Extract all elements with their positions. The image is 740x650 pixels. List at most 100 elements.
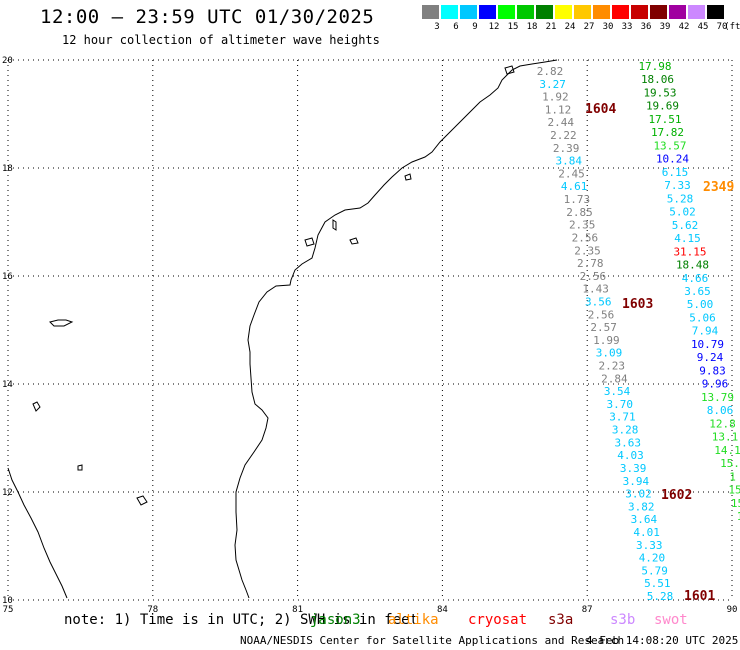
scale-label: 18 xyxy=(526,22,538,32)
swh-value-label: 2.82 xyxy=(537,65,564,78)
swh-value-label: 4.01 xyxy=(633,526,660,539)
pass-id-label: 1602 xyxy=(661,488,692,503)
island-small-3 xyxy=(136,495,148,506)
swh-value-label: 1.73 xyxy=(564,193,591,206)
map-title: 12:00 – 23:59 UTC 01/30/2025 xyxy=(40,6,375,28)
swh-value-label: 5.28 xyxy=(647,590,674,603)
swh-value-label: 10.79 xyxy=(691,338,724,351)
swh-value-label: 1 xyxy=(729,470,736,483)
pass-id-label: 2349 xyxy=(703,180,734,195)
swh-value-label: 2.45 xyxy=(558,167,585,180)
scale-label: 30 xyxy=(602,22,614,32)
satellite-legend-item: swot xyxy=(654,612,688,628)
swh-value-label: 31.15 xyxy=(673,245,706,258)
swh-value-label: 4.66 xyxy=(682,272,709,285)
scale-swatch xyxy=(555,5,572,19)
island-small-6 xyxy=(332,219,337,231)
altimeter-track-west: 2.823.271.921.122.442.222.393.842.454.61… xyxy=(537,65,674,603)
scale-swatch xyxy=(631,5,648,19)
scale-label: 36 xyxy=(640,22,652,32)
swh-value-label: 3.71 xyxy=(609,411,636,424)
swh-value-label: 19.53 xyxy=(643,86,676,99)
pass-id-label: 1604 xyxy=(585,102,616,117)
scale-swatch xyxy=(669,5,686,19)
swh-value-label: 3.64 xyxy=(631,513,658,526)
island-small-5 xyxy=(304,237,315,247)
scale-label: 21 xyxy=(545,22,557,32)
scale-swatch xyxy=(479,5,496,19)
scale-swatch xyxy=(707,5,724,19)
lat-tick-label: 10 xyxy=(2,596,13,606)
swh-value-label: 6.15 xyxy=(662,166,689,179)
swh-value-label: 18.48 xyxy=(676,259,709,272)
scale-label: 24 xyxy=(564,22,576,32)
coastline xyxy=(7,59,558,599)
swh-value-label: 2.39 xyxy=(553,142,580,155)
swh-value-label: 13.57 xyxy=(653,139,686,152)
scale-swatch xyxy=(612,5,629,19)
satellite-legend-item: jason3 xyxy=(310,612,361,628)
coastline-india-east xyxy=(234,59,558,599)
swh-value-label: 3.27 xyxy=(539,78,566,91)
swh-value-label: 3.33 xyxy=(636,539,663,552)
pass-labels: 1604 2349 1603 1602 1601 xyxy=(585,102,734,604)
scale-unit: (ft) xyxy=(724,22,740,32)
scale-label: 3 xyxy=(434,22,440,32)
swh-value-label: 2.56 xyxy=(580,270,607,283)
swh-value-label: 13.79 xyxy=(701,391,734,404)
scale-label: 6 xyxy=(453,22,459,32)
swh-value-label: 5.28 xyxy=(667,192,694,205)
axis-tick-labels: 75 78 81 84 87 90 20 18 16 14 12 10 xyxy=(2,56,737,615)
scale-label: 39 xyxy=(659,22,671,32)
swh-value-label: 5.02 xyxy=(669,206,696,219)
scale-swatch xyxy=(517,5,534,19)
scale-label: 33 xyxy=(621,22,633,32)
lon-tick-label: 90 xyxy=(727,605,738,615)
swh-value-label: 2.85 xyxy=(566,206,593,219)
lon-tick-label: 78 xyxy=(147,605,158,615)
swh-value-label: 14.1 xyxy=(714,444,740,457)
swh-value-label: 17.51 xyxy=(648,113,681,126)
swh-value-label: 2.22 xyxy=(550,129,577,142)
swh-value-label: 5.06 xyxy=(689,311,716,324)
swh-value-label: 4.20 xyxy=(639,552,666,565)
map-subtitle: 12 hour collection of altimeter wave hei… xyxy=(62,33,380,47)
swh-value-label: 19.69 xyxy=(646,100,679,113)
swh-value-label: 4.61 xyxy=(561,180,588,193)
swh-value-label: 5.62 xyxy=(672,219,699,232)
swh-value-label: 2.57 xyxy=(590,321,617,334)
lon-tick-label: 75 xyxy=(3,605,14,615)
swh-value-label: 17.82 xyxy=(651,126,684,139)
swh-value-label: 5.79 xyxy=(641,564,668,577)
swh-value-label: 7.94 xyxy=(692,325,719,338)
scale-label: 45 xyxy=(697,22,709,32)
swh-value-label: 2.44 xyxy=(547,116,574,129)
swh-value-label: 15 xyxy=(731,497,740,510)
swh-value-label: 8.06 xyxy=(707,404,734,417)
swh-value-label: 18.06 xyxy=(641,73,674,86)
swh-value-label: 2.56 xyxy=(572,231,599,244)
swh-value-label: 1.92 xyxy=(542,91,569,104)
lat-tick-label: 18 xyxy=(2,164,13,174)
altimeter-track-east: 17.9818.0619.5319.6917.5117.8213.5710.24… xyxy=(638,60,740,523)
swh-value-label: 3.84 xyxy=(556,155,583,168)
swh-value-label: 7.33 xyxy=(664,179,691,192)
generation-timestamp: 4 Feb 14:08:20 UTC 2025 xyxy=(586,634,739,647)
swh-value-label: 4.15 xyxy=(674,232,701,245)
swh-value-label: 2.35 xyxy=(574,244,601,257)
island-small-1 xyxy=(49,319,74,327)
swh-value-label: 5.51 xyxy=(644,577,671,590)
island-small-8 xyxy=(404,173,412,181)
satellite-legend-item: s3b xyxy=(610,612,636,628)
swh-value-label: 13.1 xyxy=(712,431,739,444)
coastline-india-west xyxy=(7,467,68,599)
swh-value-label: 17.98 xyxy=(638,60,671,73)
lat-tick-label: 14 xyxy=(2,380,13,390)
swh-value-label: 4.03 xyxy=(617,449,644,462)
swh-value-label: 3.94 xyxy=(623,475,650,488)
pass-id-label: 1601 xyxy=(684,589,715,604)
swh-value-label: 3.39 xyxy=(620,462,647,475)
swh-value-label: 5.00 xyxy=(687,298,714,311)
scale-swatch xyxy=(688,5,705,19)
